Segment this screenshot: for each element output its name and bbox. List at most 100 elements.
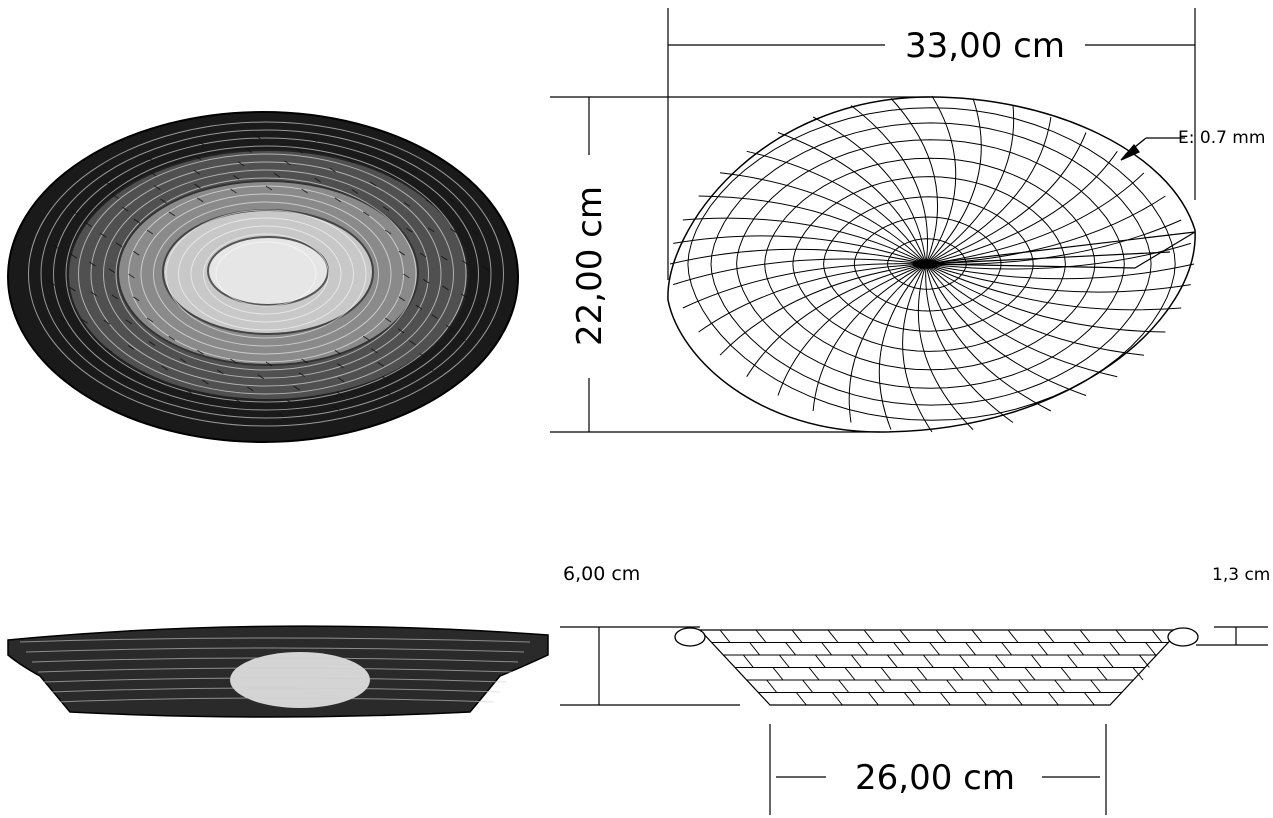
weave-stitch [217, 369, 224, 375]
mesh-spoke [925, 132, 1087, 265]
weave-stitch [1109, 642, 1121, 656]
weave-stitch [462, 260, 469, 266]
weave-stitch [179, 358, 187, 363]
mesh-spoke [925, 116, 1052, 265]
weave-stitch [831, 692, 843, 706]
mesh-spoke [698, 195, 927, 265]
weave-stitch [247, 386, 254, 392]
weave-stitch [415, 304, 423, 310]
weave-stitch [202, 379, 209, 385]
weave-ring [215, 241, 317, 307]
side-view-drawing [674, 627, 1199, 706]
mesh-spoke [673, 235, 927, 265]
weave-ring [203, 233, 329, 315]
weave-stitch [874, 679, 886, 693]
mesh-spoke [925, 172, 1145, 265]
weave-stitch [377, 361, 384, 367]
weave-stitch [296, 148, 304, 154]
rim-left [674, 627, 706, 647]
weave-stitch [988, 667, 1000, 681]
weave-stitch [844, 667, 856, 681]
weave-stitch [1011, 692, 1023, 706]
weave-stitch [105, 347, 113, 353]
width-dimension-label: 33,00 cm [905, 26, 1065, 66]
weave-stitch [1024, 667, 1036, 681]
weave-ring [78, 153, 454, 395]
weave-stitch [419, 252, 427, 258]
weave-stitch [230, 188, 237, 194]
weave-stitch [234, 398, 242, 404]
weave-stitch [850, 654, 862, 668]
mesh-spoke [925, 263, 1014, 423]
weave-stitch [346, 158, 353, 163]
weave-stitch [230, 358, 237, 364]
weave-stitch [193, 169, 201, 175]
weave-stitch [1102, 654, 1114, 668]
weave-stitch [1138, 654, 1150, 668]
mesh-spoke [925, 263, 1191, 293]
weave-stitch [459, 336, 467, 342]
mesh-spoke [917, 263, 974, 430]
mesh-spoke [890, 98, 938, 265]
weave-stitch [1007, 629, 1019, 643]
weave-ring [103, 169, 429, 379]
mesh-spoke [925, 263, 1087, 396]
weave-stitch [1030, 654, 1042, 668]
weave-ring [140, 193, 392, 355]
side-view-weave [700, 629, 1180, 706]
mesh-ring [823, 196, 1034, 332]
weave-stitch [83, 349, 90, 355]
mesh-spoke [925, 263, 1118, 378]
mesh-spoke [850, 105, 928, 265]
weave-stitch [198, 141, 206, 147]
weave-stitch [952, 667, 964, 681]
weave-stitch [1151, 629, 1163, 643]
weave-stitch [863, 629, 875, 643]
weave-stitch [1047, 692, 1059, 706]
weave-stitch [127, 345, 135, 350]
mesh-spoke [812, 263, 927, 412]
weave-stitch [293, 385, 301, 391]
weave-stitch [351, 189, 359, 194]
mesh-spoke [925, 151, 1118, 265]
mesh-spoke [682, 263, 927, 309]
mesh-spoke [925, 95, 957, 265]
weave-stitch [128, 273, 135, 279]
weave-stitch [125, 319, 132, 325]
weave-stitch [194, 183, 201, 189]
weave-stitch [362, 211, 370, 217]
mesh-spoke [669, 248, 927, 265]
weave-stitch [257, 374, 265, 380]
weave-stitch [334, 197, 342, 203]
weave-row [55, 697, 495, 703]
weave-ring [153, 201, 379, 347]
weave-stitch [69, 286, 76, 292]
mesh-spoke [682, 217, 927, 265]
mesh-spoke [925, 263, 1166, 333]
weave-stitch [1090, 679, 1102, 693]
base-dimension [769, 724, 1107, 815]
weave-stitch [719, 629, 731, 643]
weave-row [43, 677, 507, 683]
weave-stitch [772, 667, 784, 681]
rim-right [1167, 627, 1199, 647]
weave-stitch [448, 197, 455, 203]
weave-stitch [827, 629, 839, 643]
weave-stitch [838, 679, 850, 693]
weave-stitch [1060, 667, 1072, 681]
weave-stitch [336, 391, 344, 397]
weave-stitch [778, 654, 790, 668]
weave-stitch [431, 314, 438, 320]
weave-stitch [939, 692, 951, 706]
weave-stitch [168, 335, 176, 341]
weave-stitch [1073, 642, 1085, 656]
center-hub [912, 259, 940, 269]
weave-row [37, 667, 513, 673]
weave-stitch [916, 667, 928, 681]
weave-stitch [384, 229, 392, 235]
side-height-label: 6,00 cm [563, 563, 640, 585]
weave-stitch [48, 280, 56, 286]
mesh-ring [710, 122, 1152, 406]
weave-stitch [301, 188, 308, 194]
weave-stitch [370, 181, 377, 187]
